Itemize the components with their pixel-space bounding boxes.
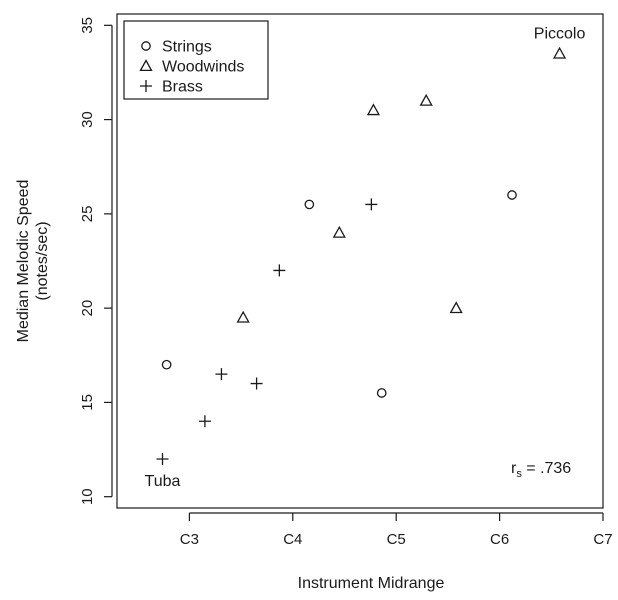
y-axis: 10 15 20 25 30 35: [79, 17, 113, 505]
y-tick-label-15: 15: [79, 394, 96, 411]
x-axis: C3 C4 C5 C6 C7: [180, 512, 613, 548]
point-labels: Tuba Piccolo: [145, 26, 586, 490]
point-strings-1: [161, 359, 172, 370]
point-brass-5: [273, 264, 286, 277]
x-axis-title: Instrument Midrange: [298, 575, 445, 592]
y-tick-label-10: 10: [79, 488, 96, 505]
stat-annotation: rs = .736: [511, 460, 571, 480]
stat-annotation-subscript: s: [516, 468, 522, 480]
stat-annotation-value: = .736: [522, 460, 571, 477]
x-tick-label-c3: C3: [180, 531, 199, 548]
point-strings-3: [376, 388, 387, 398]
x-tick-label-c6: C6: [490, 531, 509, 548]
legend-marker-brass: [140, 80, 152, 92]
legend-label-strings: Strings: [162, 39, 212, 56]
x-tick-label-c5: C5: [387, 531, 406, 548]
y-tick-label-35: 35: [79, 17, 96, 34]
point-woodwinds-3: [366, 103, 381, 116]
legend-label-woodwinds: Woodwinds: [162, 59, 244, 76]
legend-items: Strings Woodwinds Brass: [139, 39, 244, 96]
point-brass-4: [250, 377, 263, 390]
legend: Strings Woodwinds Brass: [123, 20, 269, 100]
legend-marker-woodwinds: [139, 59, 153, 72]
y-axis-title-line-2: (notes/sec): [34, 221, 51, 300]
point-woodwinds-2: [332, 225, 346, 238]
point-strings-2: [304, 199, 315, 210]
point-woodwinds-5: [449, 301, 463, 314]
point-strings-4: [507, 190, 517, 200]
x-tick-label-c7: C7: [593, 531, 612, 548]
point-woodwinds-4: [419, 93, 433, 106]
y-axis-title-line-1: Median Melodic Speed: [15, 180, 32, 343]
y-tick-label-25: 25: [79, 206, 96, 223]
stat-annotation-main: r: [511, 460, 517, 477]
point-woodwinds-1: [236, 310, 250, 323]
point-brass-1: [156, 452, 169, 465]
point-brass-6: [365, 198, 378, 211]
data-points: [156, 46, 567, 465]
legend-marker-strings: [141, 41, 151, 51]
y-tick-label-30: 30: [79, 111, 96, 128]
point-woodwinds-6: [552, 46, 567, 59]
point-brass-2: [198, 415, 211, 428]
legend-label-brass: Brass: [162, 79, 203, 96]
point-brass-3: [215, 368, 228, 381]
point-label-tuba: Tuba: [145, 473, 181, 490]
x-tick-label-c4: C4: [283, 531, 302, 548]
y-tick-label-20: 20: [79, 300, 96, 317]
plot-frame: [116, 13, 604, 509]
legend-box: [123, 20, 269, 100]
point-label-piccolo: Piccolo: [534, 26, 586, 43]
